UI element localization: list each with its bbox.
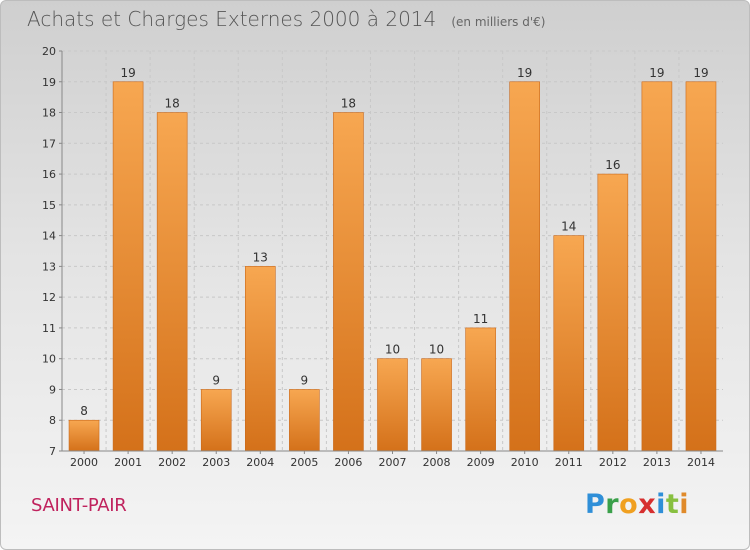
proxiti-logo: Proxiti: [585, 489, 690, 520]
x-tick-label: 2014: [687, 456, 715, 469]
bar-2008: [421, 358, 452, 452]
bar-2013: [641, 81, 673, 452]
y-tick-label: 17: [42, 137, 56, 150]
data-label: 19: [517, 66, 532, 80]
data-label: 9: [301, 373, 309, 387]
x-tick-label: 2007: [379, 456, 407, 469]
data-label: 11: [473, 312, 488, 326]
x-tick-label: 2013: [643, 456, 671, 469]
bar-2001: [112, 81, 144, 452]
bar-2011: [553, 235, 585, 452]
data-label: 10: [385, 343, 400, 357]
y-tick-label: 16: [42, 168, 56, 181]
bar-2009: [465, 327, 496, 452]
bars: [68, 81, 717, 452]
y-tick-label: 14: [42, 230, 56, 243]
y-tick-label: 10: [42, 353, 56, 366]
axes: 7 8 9 10 11 12 13 14 15 16 17 18 19 20 2000 2001 2002 200…: [42, 45, 723, 469]
y-tick-label: 12: [42, 291, 56, 304]
x-tick-label: 2009: [467, 456, 495, 469]
data-label: 13: [253, 250, 268, 264]
y-tick-label: 19: [42, 76, 56, 89]
data-label: 19: [649, 66, 664, 80]
x-tick-label: 2012: [599, 456, 627, 469]
bar-2002: [156, 112, 188, 452]
data-label: 19: [693, 66, 708, 80]
x-tick-label: 2004: [246, 456, 274, 469]
x-tick-label: 2011: [555, 456, 583, 469]
x-tick-label: 2008: [423, 456, 451, 469]
y-tick-label: 13: [42, 260, 56, 273]
y-tick-label: 18: [42, 107, 56, 120]
bar-2003: [200, 389, 232, 452]
x-tick-label: 2005: [290, 456, 318, 469]
bar-2014: [685, 81, 717, 452]
chart-subtitle: (en milliers d'€): [451, 15, 546, 29]
bar-2012: [597, 173, 629, 452]
y-tick-label: 11: [42, 322, 56, 335]
y-tick-label: 20: [42, 45, 56, 58]
bar-2004: [245, 266, 276, 452]
data-label: 19: [120, 66, 135, 80]
data-label: 18: [165, 97, 180, 111]
x-tick-label: 2010: [511, 456, 539, 469]
x-tick-label: 2006: [334, 456, 362, 469]
bar-2006: [333, 112, 364, 452]
x-tick-label: 2003: [202, 456, 230, 469]
data-label: 16: [605, 158, 620, 172]
bar-2007: [377, 358, 408, 452]
data-label: 10: [429, 343, 444, 357]
y-tick-label: 8: [49, 414, 56, 427]
x-tick-label: 2001: [114, 456, 142, 469]
data-labels: 8 19 18 9 13 9 18 10 10 11 19 14 16 19 19: [80, 66, 708, 418]
y-tick-label: 9: [49, 383, 56, 396]
data-label: 8: [80, 404, 88, 418]
y-tick-label: 15: [42, 199, 56, 212]
data-label: 18: [341, 97, 356, 111]
bar-2010: [509, 81, 541, 452]
data-label: 9: [212, 373, 220, 387]
x-tick-label: 2000: [70, 456, 98, 469]
y-tick-label: 7: [49, 445, 56, 458]
bar-2005: [289, 389, 320, 452]
data-label: 14: [561, 220, 576, 234]
chart-title: Achats et Charges Externes 2000 à 2014: [27, 7, 437, 31]
place-name: SAINT-PAIR: [31, 495, 127, 516]
title-row: Achats et Charges Externes 2000 à 2014 (…: [27, 7, 545, 31]
bar-2000: [68, 419, 100, 452]
x-tick-label: 2002: [158, 456, 186, 469]
